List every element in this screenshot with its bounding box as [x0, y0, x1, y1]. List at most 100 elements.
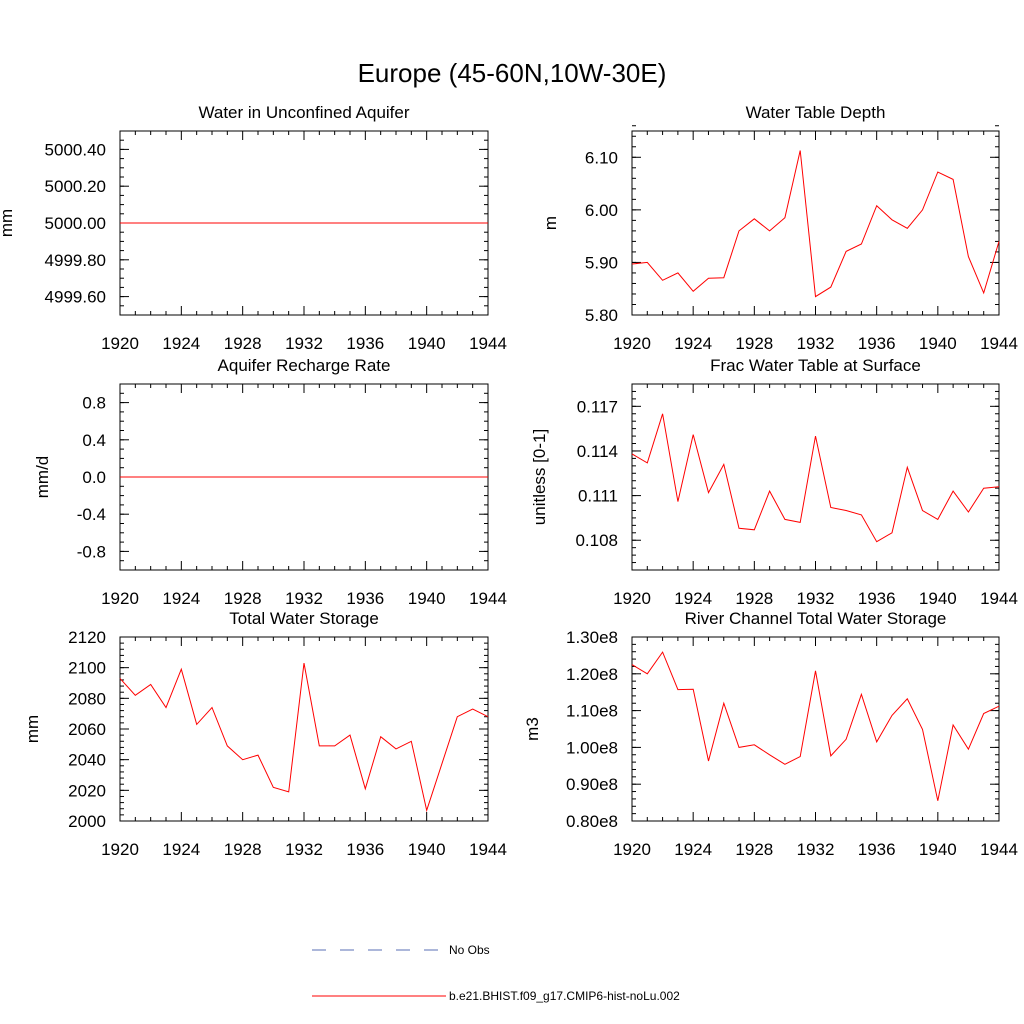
x-tick-label: 1928 [224, 334, 262, 353]
panel-water-in-unconfined-aquifer: Water in Unconfined Aquifer mm 1920 1924 192… [0, 103, 507, 353]
x-tick-label: 1936 [858, 334, 896, 353]
x-tick-label: 1924 [162, 589, 200, 608]
panel-title: Water in Unconfined Aquifer [198, 103, 409, 122]
y-tick-label: 0.90e8 [566, 775, 618, 794]
x-tick-label: 1940 [408, 589, 446, 608]
x-tick-label: 1924 [674, 334, 712, 353]
x-tick-label: 1920 [613, 589, 651, 608]
x-tick-label: 1944 [469, 840, 507, 859]
y-tick-label: 2080 [68, 689, 106, 708]
y-tick-label: 1.00e8 [566, 738, 618, 757]
y-tick-label: 5000.00 [45, 214, 106, 233]
y-tick-label: 5000.20 [45, 177, 106, 196]
x-tick-label: 1944 [469, 589, 507, 608]
x-tick-label: 1920 [101, 589, 139, 608]
panel-aquifer-recharge-rate: Aquifer Recharge Rate mm/d 1920 1924 1928 193… [33, 356, 507, 608]
y-tick-label: 5000.40 [45, 140, 106, 159]
y-tick-label: 2100 [68, 659, 106, 678]
y-tick-label: 1.20e8 [566, 665, 618, 684]
x-tick-label: 1944 [980, 840, 1018, 859]
plot-frame [631, 383, 1000, 571]
y-tick-label: -0.8 [77, 542, 106, 561]
series-line-frac-water-table-at-surface [631, 413, 1000, 543]
x-tick-label: 1932 [285, 589, 323, 608]
plot-frame [119, 636, 489, 822]
y-tick-label: 2040 [68, 751, 106, 770]
y-tick-label: -0.4 [77, 505, 106, 524]
legend-label-no-obs: No Obs [449, 943, 490, 957]
x-tick-label: 1936 [858, 840, 896, 859]
x-tick-label: 1924 [162, 840, 200, 859]
x-tick-label: 1920 [613, 840, 651, 859]
x-tick-label: 1940 [919, 589, 957, 608]
panel-title: River Channel Total Water Storage [685, 609, 947, 628]
y-tick-label: 4999.60 [45, 288, 106, 307]
y-tick-label: 2020 [68, 781, 106, 800]
y-tick-label: 2000 [68, 812, 106, 831]
x-tick-label: 1924 [674, 589, 712, 608]
y-tick-label: 0.111 [578, 487, 618, 506]
y-tick-label: 2060 [68, 720, 106, 739]
x-tick-label: 1920 [101, 840, 139, 859]
panel-title: Frac Water Table at Surface [710, 356, 921, 375]
series-line-water-table-depth [631, 150, 1000, 298]
y-tick-label: 6.10 [585, 148, 618, 167]
x-tick-label: 1932 [285, 334, 323, 353]
x-tick-label: 1932 [285, 840, 323, 859]
x-tick-label: 1928 [224, 840, 262, 859]
y-tick-label: 4999.80 [45, 251, 106, 270]
x-tick-label: 1928 [735, 589, 773, 608]
y-axis-label: unitless [0-1] [530, 429, 549, 525]
x-tick-label: 1936 [346, 840, 384, 859]
y-axis-label: m [541, 216, 560, 230]
y-axis-label: mm [23, 715, 42, 743]
x-tick-label: 1944 [469, 334, 507, 353]
x-tick-label: 1924 [674, 840, 712, 859]
x-tick-label: 1940 [919, 840, 957, 859]
panel-title: Aquifer Recharge Rate [218, 356, 391, 375]
x-tick-label: 1928 [735, 334, 773, 353]
x-tick-label: 1944 [980, 589, 1018, 608]
panels: Water in Unconfined Aquifer mm 1920 1924 192… [0, 103, 1018, 859]
legend-label-model: b.e21.BHIST.f09_g17.CMIP6-hist-noLu.002 [449, 989, 680, 1003]
plot-frame [631, 130, 1000, 316]
y-tick-label: 0.117 [577, 397, 618, 416]
x-tick-label: 1936 [346, 334, 384, 353]
y-tick-label: 2120 [68, 628, 106, 647]
series-line-total-water-storage [119, 663, 489, 813]
y-tick-label: 0.4 [82, 431, 106, 450]
y-axis-label: m3 [523, 717, 542, 741]
figure-title: Europe (45-60N,10W-30E) [358, 58, 667, 88]
panel-frac-water-table-at-surface: Frac Water Table at Surface unitless [0-1… [530, 356, 1018, 608]
panel-title: Total Water Storage [229, 609, 379, 628]
panel-title: Water Table Depth [746, 103, 886, 122]
y-tick-label: 1.30e8 [566, 628, 618, 647]
plot-frame [631, 636, 1000, 822]
panel-water-table-depth: Water Table Depth m 1920 1924 1928 1932 1936 19… [541, 103, 1018, 353]
x-tick-label: 1940 [919, 334, 957, 353]
x-tick-label: 1932 [797, 334, 835, 353]
y-axis-label: mm [0, 209, 16, 237]
x-tick-label: 1936 [346, 589, 384, 608]
x-tick-label: 1920 [613, 334, 651, 353]
y-tick-label: 6.00 [585, 201, 618, 220]
x-tick-label: 1932 [797, 589, 835, 608]
y-tick-label: 0.114 [577, 442, 618, 461]
x-tick-label: 1920 [101, 334, 139, 353]
y-tick-label: 5.90 [585, 253, 618, 272]
x-tick-label: 1932 [797, 840, 835, 859]
panel-river-channel-total-water-storage: River Channel Total Water Storage m3 1920 1… [523, 609, 1018, 859]
x-tick-label: 1936 [858, 589, 896, 608]
x-tick-label: 1928 [735, 840, 773, 859]
y-tick-label: 0.80e8 [566, 812, 618, 831]
y-tick-label: 0.0 [82, 468, 106, 487]
legend: No Obs b.e21.BHIST.f09_g17.CMIP6-hist-no… [312, 943, 680, 1003]
y-tick-label: 0.108 [575, 531, 618, 550]
y-tick-label: 0.8 [82, 394, 106, 413]
panel-total-water-storage: Total Water Storage mm 1920 1924 1928 1932 193… [23, 609, 507, 859]
y-tick-label: 1.10e8 [566, 702, 618, 721]
x-tick-label: 1924 [162, 334, 200, 353]
y-axis-label: mm/d [33, 456, 52, 499]
y-tick-label: 5.80 [585, 306, 618, 325]
